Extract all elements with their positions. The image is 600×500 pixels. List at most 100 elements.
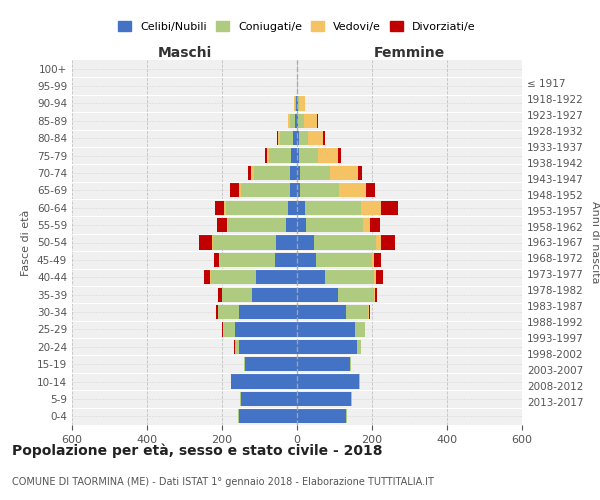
Bar xyxy=(299,148,317,162)
Bar xyxy=(214,253,220,267)
Bar xyxy=(357,340,361,354)
Bar xyxy=(340,183,365,198)
Bar xyxy=(232,374,297,388)
Bar xyxy=(338,288,374,302)
Bar xyxy=(210,270,211,284)
Bar xyxy=(349,357,350,372)
Bar xyxy=(297,392,352,406)
Bar xyxy=(362,218,370,232)
Bar xyxy=(239,340,297,354)
Text: Maschi: Maschi xyxy=(157,46,212,60)
Bar xyxy=(297,270,325,284)
Y-axis label: Anni di nascita: Anni di nascita xyxy=(590,201,600,284)
Bar xyxy=(290,114,295,128)
Bar xyxy=(218,288,221,302)
Bar xyxy=(239,305,297,319)
Legend: Celibi/Nubili, Coniugati/e, Vedovi/e, Divorziati/e: Celibi/Nubili, Coniugati/e, Vedovi/e, Di… xyxy=(115,18,479,36)
Bar xyxy=(330,166,358,180)
Bar xyxy=(376,236,382,250)
Bar xyxy=(199,236,212,250)
Bar xyxy=(297,114,298,128)
Bar xyxy=(241,183,290,198)
Bar xyxy=(290,166,297,180)
Bar xyxy=(307,218,362,232)
Bar xyxy=(216,305,218,319)
Bar xyxy=(297,253,316,267)
Bar xyxy=(280,131,293,146)
Bar xyxy=(224,322,235,336)
Bar xyxy=(293,96,295,110)
Bar xyxy=(224,200,226,215)
Bar xyxy=(297,200,305,215)
Bar xyxy=(277,236,297,250)
Bar xyxy=(293,131,297,146)
Bar xyxy=(298,96,299,110)
Bar xyxy=(222,288,252,302)
Bar xyxy=(317,114,318,128)
Bar xyxy=(298,114,304,128)
Bar xyxy=(245,357,297,372)
Bar xyxy=(382,236,395,250)
Bar xyxy=(296,96,297,110)
Bar xyxy=(359,374,360,388)
Bar xyxy=(235,322,297,336)
Bar xyxy=(370,218,380,232)
Bar xyxy=(297,148,299,162)
Bar xyxy=(374,270,376,284)
Bar xyxy=(227,218,286,232)
Bar xyxy=(374,288,377,302)
Bar xyxy=(235,340,239,354)
Bar xyxy=(290,183,297,198)
Bar xyxy=(286,218,297,232)
Bar xyxy=(295,96,296,110)
Bar xyxy=(215,200,224,215)
Bar xyxy=(382,200,398,215)
Bar xyxy=(256,270,297,284)
Bar xyxy=(239,183,241,198)
Bar xyxy=(220,253,275,267)
Bar xyxy=(297,131,299,146)
Bar xyxy=(297,96,298,110)
Y-axis label: Fasce di età: Fasce di età xyxy=(22,210,31,276)
Bar xyxy=(251,166,254,180)
Bar xyxy=(365,183,375,198)
Text: Femmine: Femmine xyxy=(374,46,445,60)
Bar xyxy=(297,305,346,319)
Bar xyxy=(338,148,341,162)
Bar xyxy=(361,200,382,215)
Bar xyxy=(299,96,305,110)
Bar xyxy=(238,409,239,424)
Bar xyxy=(297,218,307,232)
Text: COMUNE DI TAORMINA (ME) - Dati ISTAT 1° gennaio 2018 - Elaborazione TUTTITALIA.I: COMUNE DI TAORMINA (ME) - Dati ISTAT 1° … xyxy=(12,477,434,487)
Bar xyxy=(297,340,357,354)
Bar xyxy=(346,305,368,319)
Bar xyxy=(297,374,359,388)
Bar xyxy=(240,392,241,406)
Text: Popolazione per età, sesso e stato civile - 2018: Popolazione per età, sesso e stato civil… xyxy=(12,444,383,458)
Bar xyxy=(300,183,340,198)
Bar xyxy=(287,114,290,128)
Bar xyxy=(297,166,300,180)
Bar xyxy=(297,322,355,336)
Bar xyxy=(229,183,239,198)
Bar xyxy=(304,114,317,128)
Bar xyxy=(217,218,227,232)
Bar xyxy=(269,148,292,162)
Bar xyxy=(211,270,256,284)
Bar xyxy=(277,131,278,146)
Bar xyxy=(369,305,370,319)
Bar xyxy=(300,166,330,180)
Bar xyxy=(308,131,323,146)
Bar xyxy=(372,253,374,267)
Bar xyxy=(325,270,374,284)
Bar xyxy=(212,236,277,250)
Bar xyxy=(368,305,369,319)
Bar xyxy=(317,148,338,162)
Bar xyxy=(267,148,269,162)
Bar xyxy=(297,236,314,250)
Bar xyxy=(297,357,349,372)
Bar xyxy=(355,322,365,336)
Bar xyxy=(254,166,290,180)
Bar xyxy=(358,166,362,180)
Bar xyxy=(205,270,210,284)
